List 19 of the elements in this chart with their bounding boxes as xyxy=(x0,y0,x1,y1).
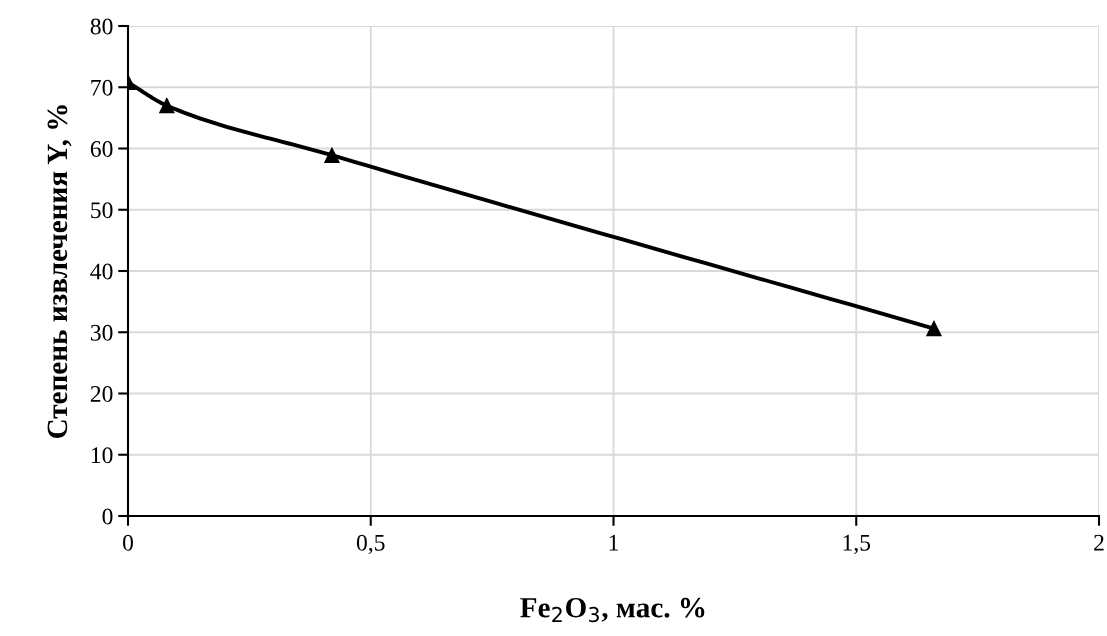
point xyxy=(324,147,340,163)
point xyxy=(926,320,942,337)
x-tick-label: 2 xyxy=(1094,534,1104,551)
y-tick-label: 20 xyxy=(90,385,113,402)
y-tick-label: 40 xyxy=(90,263,113,280)
y-tick-label: 60 xyxy=(90,140,113,157)
point xyxy=(159,97,175,114)
x-axis-title: Fe$_{2}$O$_{3}$, мас. % xyxy=(520,597,705,623)
y-tick-label: 30 xyxy=(90,324,113,341)
x-tick-label: 0 xyxy=(123,534,133,551)
y-tick-label: 70 xyxy=(91,79,113,96)
x-tick-label: 1,5 xyxy=(843,534,871,555)
x-tick-label: 1 xyxy=(609,534,618,551)
y-tick-label: 80 xyxy=(90,18,113,35)
x-tick-label: 0,5 xyxy=(356,534,385,555)
y-tick-label: 50 xyxy=(91,202,113,219)
y-tick-label: 10 xyxy=(91,447,113,464)
y-tick-label: 0 xyxy=(102,508,113,525)
y-axis-title: Степень извлечения Y, % xyxy=(47,105,72,438)
